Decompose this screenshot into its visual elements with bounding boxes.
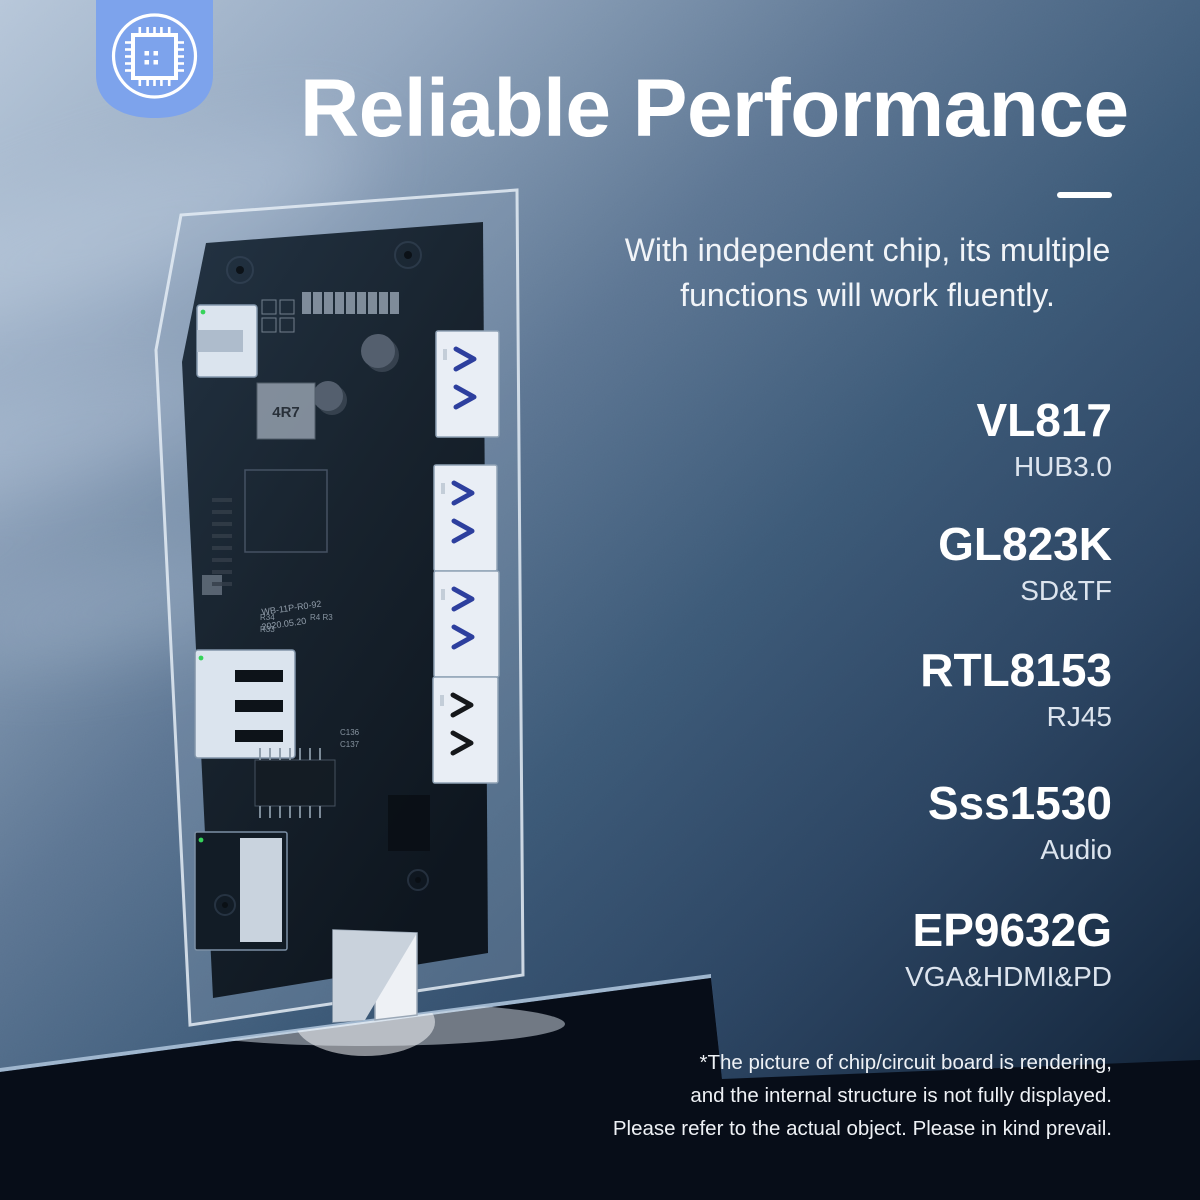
svg-text:R4 R3: R4 R3 xyxy=(310,613,333,622)
svg-text:4R7: 4R7 xyxy=(272,404,300,421)
svg-text:C137: C137 xyxy=(340,740,360,749)
svg-text:C136: C136 xyxy=(340,728,360,737)
